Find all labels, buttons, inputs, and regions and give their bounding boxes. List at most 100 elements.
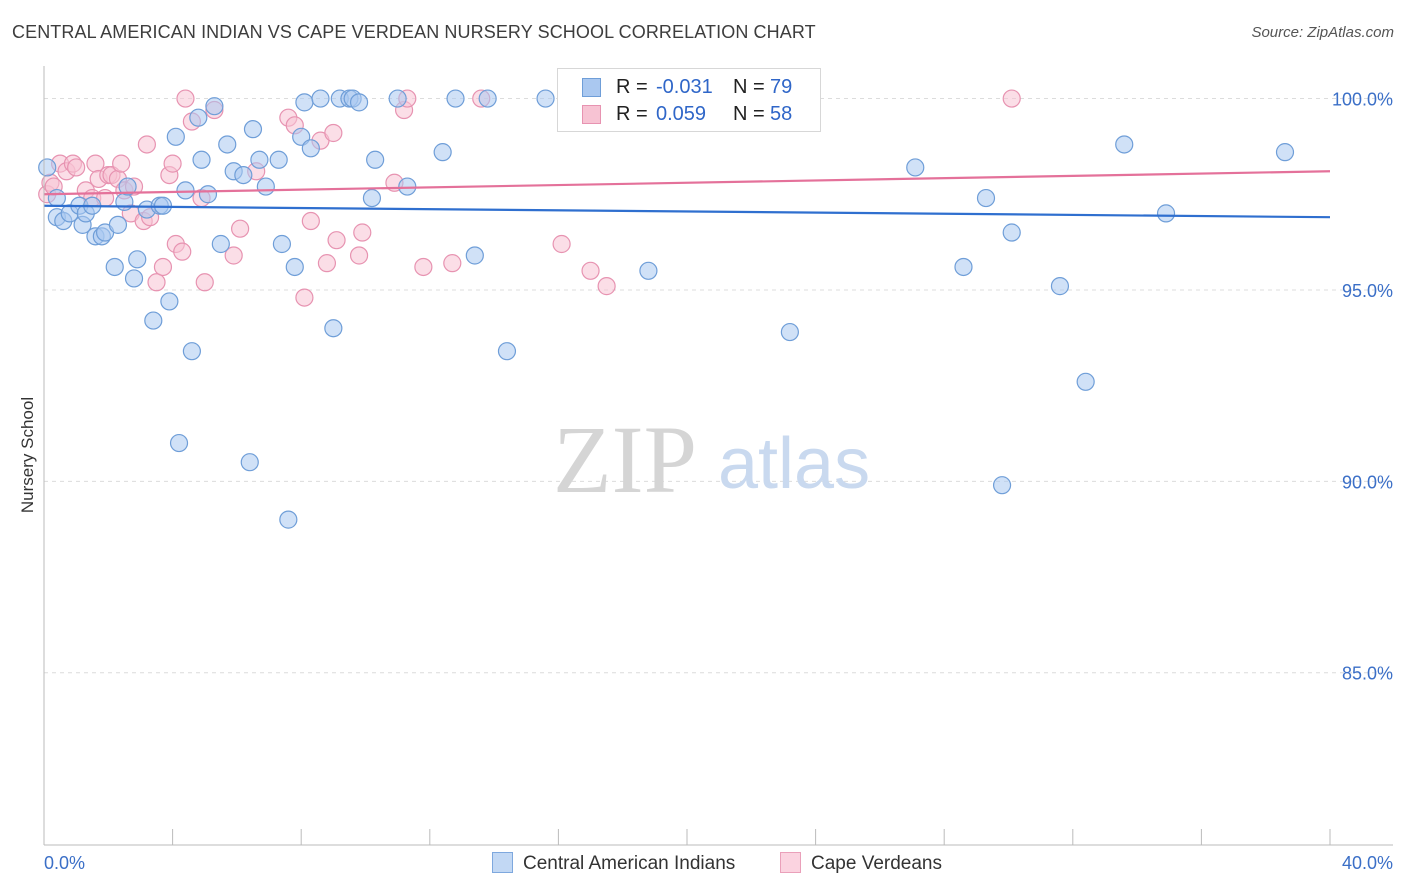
cape-verdean-point <box>349 246 369 265</box>
legend-n-value: 58 <box>770 103 793 125</box>
central-american-indian-point <box>160 292 179 311</box>
central-american-indian-point <box>324 319 343 338</box>
cape-verdean-point <box>597 277 616 296</box>
central-american-indian-point <box>295 93 314 112</box>
cape-verdean-point <box>153 257 173 277</box>
central-american-indian-point <box>349 93 369 112</box>
series-legend-central-american-indians: Central American Indians <box>492 852 735 875</box>
trend-lines <box>43 170 1331 219</box>
central-american-indian-point <box>234 165 253 185</box>
central-american-indian-point <box>108 215 128 234</box>
central-american-indian-point <box>250 150 269 169</box>
central-american-indian-point <box>1275 143 1295 162</box>
cape-verdean-point <box>317 254 337 273</box>
central-american-indian-point <box>311 89 330 108</box>
cape-verdean-point <box>1002 89 1021 108</box>
watermark-atlas: atlas <box>718 424 870 504</box>
central-american-indian-point <box>433 143 452 162</box>
cape-verdean-point <box>552 234 571 254</box>
y-tick-label: 100.0% <box>1332 90 1393 110</box>
legend-n-label: N = <box>733 103 765 125</box>
cape-verdean-point <box>353 223 372 242</box>
central-american-indian-point <box>1002 223 1021 242</box>
legend-swatch-blue <box>582 78 601 97</box>
legend-r-label: R = <box>616 103 648 125</box>
central-american-indian-point <box>780 322 799 342</box>
y-tick-label: 85.0% <box>1342 664 1393 684</box>
series-legend-label: Central American Indians <box>523 853 736 874</box>
central-american-indian-point <box>906 158 925 177</box>
cape-verdean-point <box>224 246 243 265</box>
x-tick-label-min: 0.0% <box>44 853 85 873</box>
central-american-indian-point <box>992 476 1012 495</box>
cape-verdeans-trend-line <box>43 170 1331 196</box>
cape-verdean-point <box>581 261 600 280</box>
central-american-indian-point <box>47 188 66 208</box>
central-american-indian-point <box>269 150 288 169</box>
central-american-indian-point <box>1076 372 1095 391</box>
cape-verdean-point <box>67 158 86 177</box>
central-american-indian-point <box>243 120 263 139</box>
central-american-indian-point <box>128 250 147 269</box>
central-american-indian-point <box>240 453 259 472</box>
central-american-indian-point <box>1156 204 1176 223</box>
cape-verdean-point <box>231 219 250 238</box>
legend-r-value: 0.059 <box>656 103 707 125</box>
central-american-indian-point <box>976 188 996 208</box>
watermark: ZIP atlas <box>553 406 870 513</box>
central-american-indian-point <box>446 89 465 108</box>
central-american-indian-point <box>536 89 555 108</box>
legend-r-value: -0.031 <box>656 76 713 98</box>
cape-verdean-point <box>301 211 320 231</box>
watermark-zip: ZIP <box>553 406 697 513</box>
central-american-indian-point <box>272 234 292 254</box>
central-american-indian-point <box>189 108 208 127</box>
central-american-indian-point <box>105 257 124 277</box>
cape-verdean-point <box>147 273 166 292</box>
central-american-indian-point <box>166 127 185 146</box>
correlation-legend: R = -0.031 N = 79 R = 0.059 N = 58 <box>557 68 821 132</box>
central-american-indian-point <box>115 192 134 211</box>
y-tick-label: 95.0% <box>1342 281 1393 301</box>
central-american-indian-point <box>954 257 973 277</box>
central-american-indian-point <box>639 261 658 280</box>
central-american-indian-point <box>192 150 211 169</box>
legend-n-value: 79 <box>770 76 793 98</box>
central-american-indian-point <box>285 257 304 277</box>
central-american-indian-point <box>497 342 517 361</box>
central-american-indian-point <box>211 234 230 254</box>
source-label: Source: ZipAtlas.com <box>1251 24 1394 41</box>
central-american-indian-point <box>301 139 320 158</box>
central-american-indian-point <box>176 181 195 200</box>
series-swatch-pink <box>780 852 801 873</box>
series-legend-cape-verdeans: Cape Verdeans <box>780 852 942 875</box>
central-american-indians-trend-line <box>43 204 1331 219</box>
central-american-indian-point <box>144 311 163 330</box>
cape-verdean-point <box>137 135 156 154</box>
central-american-indian-point <box>124 269 144 288</box>
central-american-indian-point <box>38 158 57 177</box>
central-american-indian-point <box>218 135 237 154</box>
legend-r-label: R = <box>616 76 648 98</box>
central-american-indians-points <box>38 89 1295 529</box>
central-american-indian-point <box>1115 135 1134 154</box>
cape-verdean-point <box>295 288 314 307</box>
cape-verdean-point <box>163 154 182 173</box>
central-american-indian-point <box>256 177 275 196</box>
central-american-indian-point <box>205 97 224 116</box>
central-american-indian-point <box>279 510 298 529</box>
central-american-indian-point <box>198 185 218 204</box>
central-american-indian-point <box>366 150 385 169</box>
y-tick-label: 90.0% <box>1342 472 1393 492</box>
central-american-indian-point <box>388 89 407 108</box>
central-american-indian-point <box>118 177 137 196</box>
central-american-indian-point <box>362 188 382 208</box>
central-american-indian-point <box>478 89 497 108</box>
cape-verdean-point <box>173 242 192 261</box>
x-tick-label-max: 40.0% <box>1342 853 1393 873</box>
cape-verdean-point <box>443 254 462 273</box>
central-american-indian-point <box>182 342 201 361</box>
cape-verdean-point <box>112 154 131 173</box>
cape-verdean-point <box>324 123 343 143</box>
